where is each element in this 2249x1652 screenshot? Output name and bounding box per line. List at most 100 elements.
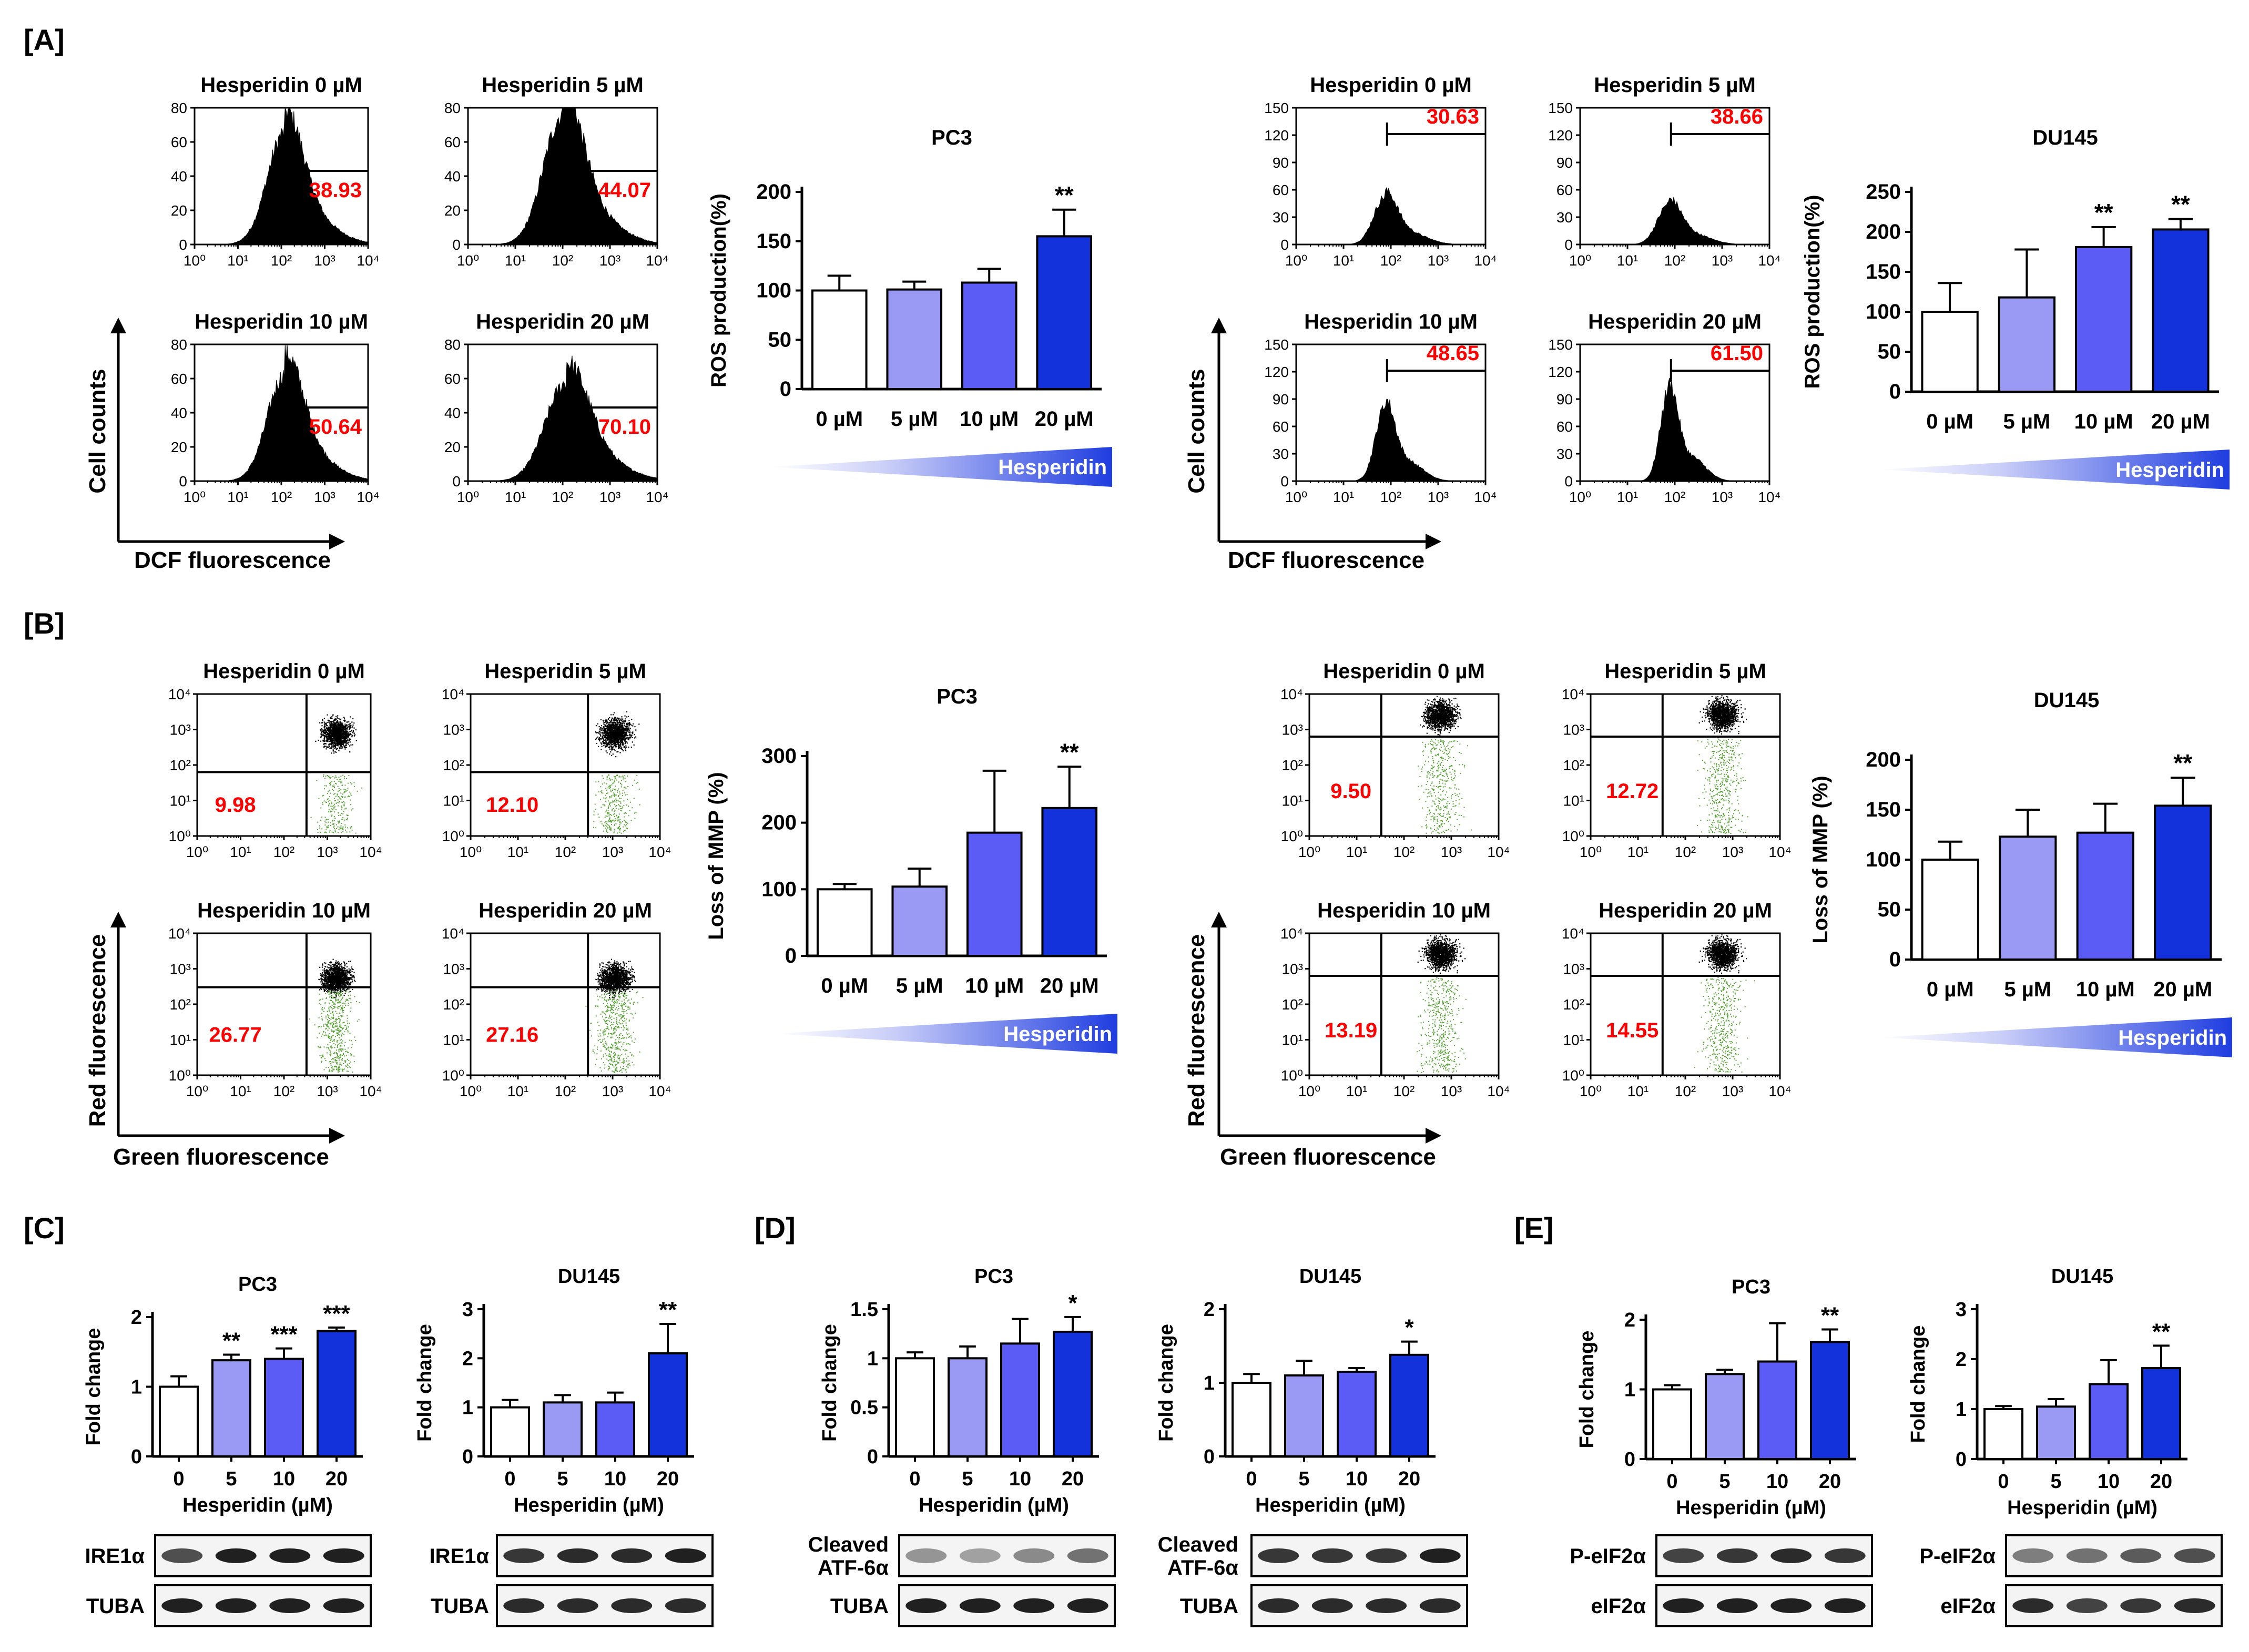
x-tick-label: 0: [1666, 1471, 1677, 1493]
x-tick-label: 5 µM: [2004, 978, 2051, 1001]
blot-band: [1419, 1598, 1461, 1614]
bar: [543, 1401, 583, 1457]
bar: [1036, 235, 1093, 390]
x-tick-label: 10²: [555, 1083, 576, 1099]
green-shift-dots: [1694, 978, 1755, 1073]
bar: [948, 1357, 988, 1457]
x-tick-label: 10: [604, 1468, 626, 1490]
y-tick-label: 10¹: [443, 1032, 464, 1048]
dotplot-panel: Hesperidin 5 µM 10⁰ 10¹ 10² 10³ 10⁴ 10⁰ 10¹ 10² 1…: [442, 660, 671, 860]
x-tick-label: 20 µM: [1035, 407, 1094, 431]
blot-band: [269, 1548, 311, 1564]
x-tick-label: 10¹: [505, 252, 526, 269]
x-tick-label: 10¹: [1627, 844, 1648, 860]
y-tick-label: 10⁴: [1562, 686, 1584, 702]
y-tick-label: 2: [1956, 1349, 1967, 1371]
bar: [1998, 296, 2056, 393]
red-high-dots: [318, 958, 356, 998]
y-tick-label: 30: [1273, 446, 1289, 462]
x-tick-label: 10¹: [507, 844, 528, 860]
x-tick-label: 10⁴: [1487, 1083, 1510, 1099]
y-tick-label: 60: [171, 371, 187, 387]
y-tick-label: 1: [1624, 1379, 1635, 1401]
x-tick-label: 10 µM: [960, 407, 1019, 431]
section-label-a: [A]: [24, 23, 65, 56]
y-tick-label: 10²: [170, 757, 191, 773]
x-tick-label: 10⁴: [357, 252, 379, 269]
x-axis-label: Hesperidin (µM): [182, 1494, 333, 1516]
x-tick-label: 10³: [314, 252, 335, 269]
y-tick-label: 10⁰: [1281, 1067, 1303, 1084]
y-tick-label: 10³: [1282, 961, 1303, 977]
blot-band: [611, 1548, 653, 1564]
x-tick-label: 10¹: [1346, 844, 1367, 860]
plot-frame: [470, 693, 661, 837]
gate-percent: 61.50: [1711, 342, 1763, 365]
bar: [2074, 246, 2133, 393]
y-tick-label: 10²: [1282, 996, 1303, 1013]
x-tick-label: 10¹: [505, 489, 526, 505]
significance-mark: **: [1055, 181, 1074, 209]
western-blot: P-eIF2α eIF2α: [1919, 1534, 2223, 1627]
bar: [2036, 1405, 2076, 1460]
x-tick-label: 20: [2150, 1471, 2172, 1493]
y-tick-label: 10²: [443, 757, 464, 773]
blot-label: TUBA: [86, 1595, 145, 1618]
blot-band: [1770, 1598, 1812, 1614]
x-tick-label: 10⁴: [1474, 252, 1497, 269]
y-tick-label: 90: [1273, 391, 1289, 407]
y-tick-label: 10²: [1563, 996, 1584, 1013]
histogram-panel: Hesperidin 10 µM 0 20 40 60 80 10⁰ 10¹ 10² 10³ 10⁴…: [171, 310, 380, 505]
chart-title: DU145: [2034, 689, 2100, 712]
x-tick-label: 10⁴: [648, 844, 671, 860]
y-tick-label: 300: [761, 745, 797, 768]
panel-title: Hesperidin 0 µM: [200, 74, 362, 97]
y-tick-label: 80: [171, 336, 187, 353]
red-high-dots: [1420, 696, 1462, 736]
blot-band: [2012, 1598, 2054, 1614]
y-tick-label: 150: [1548, 336, 1573, 353]
x-tick-label: 0: [504, 1468, 515, 1490]
x-tick-label: 10²: [1393, 844, 1414, 860]
x-tick-label: 10³: [1722, 1083, 1743, 1099]
quadrant-percent: 9.98: [215, 793, 256, 817]
bar: [1232, 1382, 1271, 1457]
y-tick-label: 60: [444, 371, 461, 387]
green-shift-dots: [585, 990, 644, 1073]
bar: [891, 885, 948, 957]
y-tick-label: 3: [1956, 1299, 1967, 1321]
x-tick-label: 0 µM: [1927, 978, 1974, 1001]
blot-label: Cleaved: [808, 1533, 889, 1556]
chart-title: DU145: [1299, 1266, 1361, 1288]
y-tick-label: 0: [1204, 1446, 1215, 1468]
y-tick-label: 0: [131, 1446, 142, 1468]
x-tick-label: 10³: [317, 844, 338, 860]
x-tick-label: 10⁴: [646, 489, 668, 505]
x-tick-label: 10³: [599, 489, 620, 505]
y-tick-label: 0: [452, 473, 461, 490]
y-tick-label: 50: [1878, 340, 1901, 363]
hesperidin-gradient-wedge: [1880, 450, 2230, 490]
x-tick-label: 10⁰: [1580, 1083, 1602, 1099]
western-blot: IRE1α TUBA: [85, 1534, 372, 1627]
bar: [1999, 835, 2057, 961]
hesperidin-gradient-wedge: [1880, 1017, 2232, 1057]
blot-band: [215, 1598, 257, 1614]
y-tick-label: 30: [1273, 209, 1289, 226]
flow-axes-b-du145: Red fluorescence Green fluorescence: [1184, 912, 1441, 1170]
x-tick-label: 10⁰: [1569, 489, 1591, 505]
x-tick-label: 10⁰: [460, 1083, 482, 1099]
flow-axes-b-pc3: Red fluorescence Green fluorescence: [85, 912, 345, 1170]
x-tick-label: 10²: [1664, 489, 1685, 505]
x-tick-label: 5: [557, 1468, 568, 1490]
blot-label: TUBA: [830, 1595, 889, 1618]
y-tick-label: 0: [1564, 473, 1573, 490]
x-axis-label: Hesperidin (µM): [1255, 1494, 1406, 1516]
plot-frame: [1308, 932, 1500, 1076]
y-tick-label: 80: [171, 100, 187, 116]
x-tick-label: 10³: [1712, 489, 1733, 505]
dotplot-panel: Hesperidin 0 µM 10⁰ 10¹ 10² 10³ 10⁴ 10⁰ 10¹ 10² 1…: [1280, 660, 1510, 860]
y-tick-label: 10²: [1563, 757, 1584, 773]
